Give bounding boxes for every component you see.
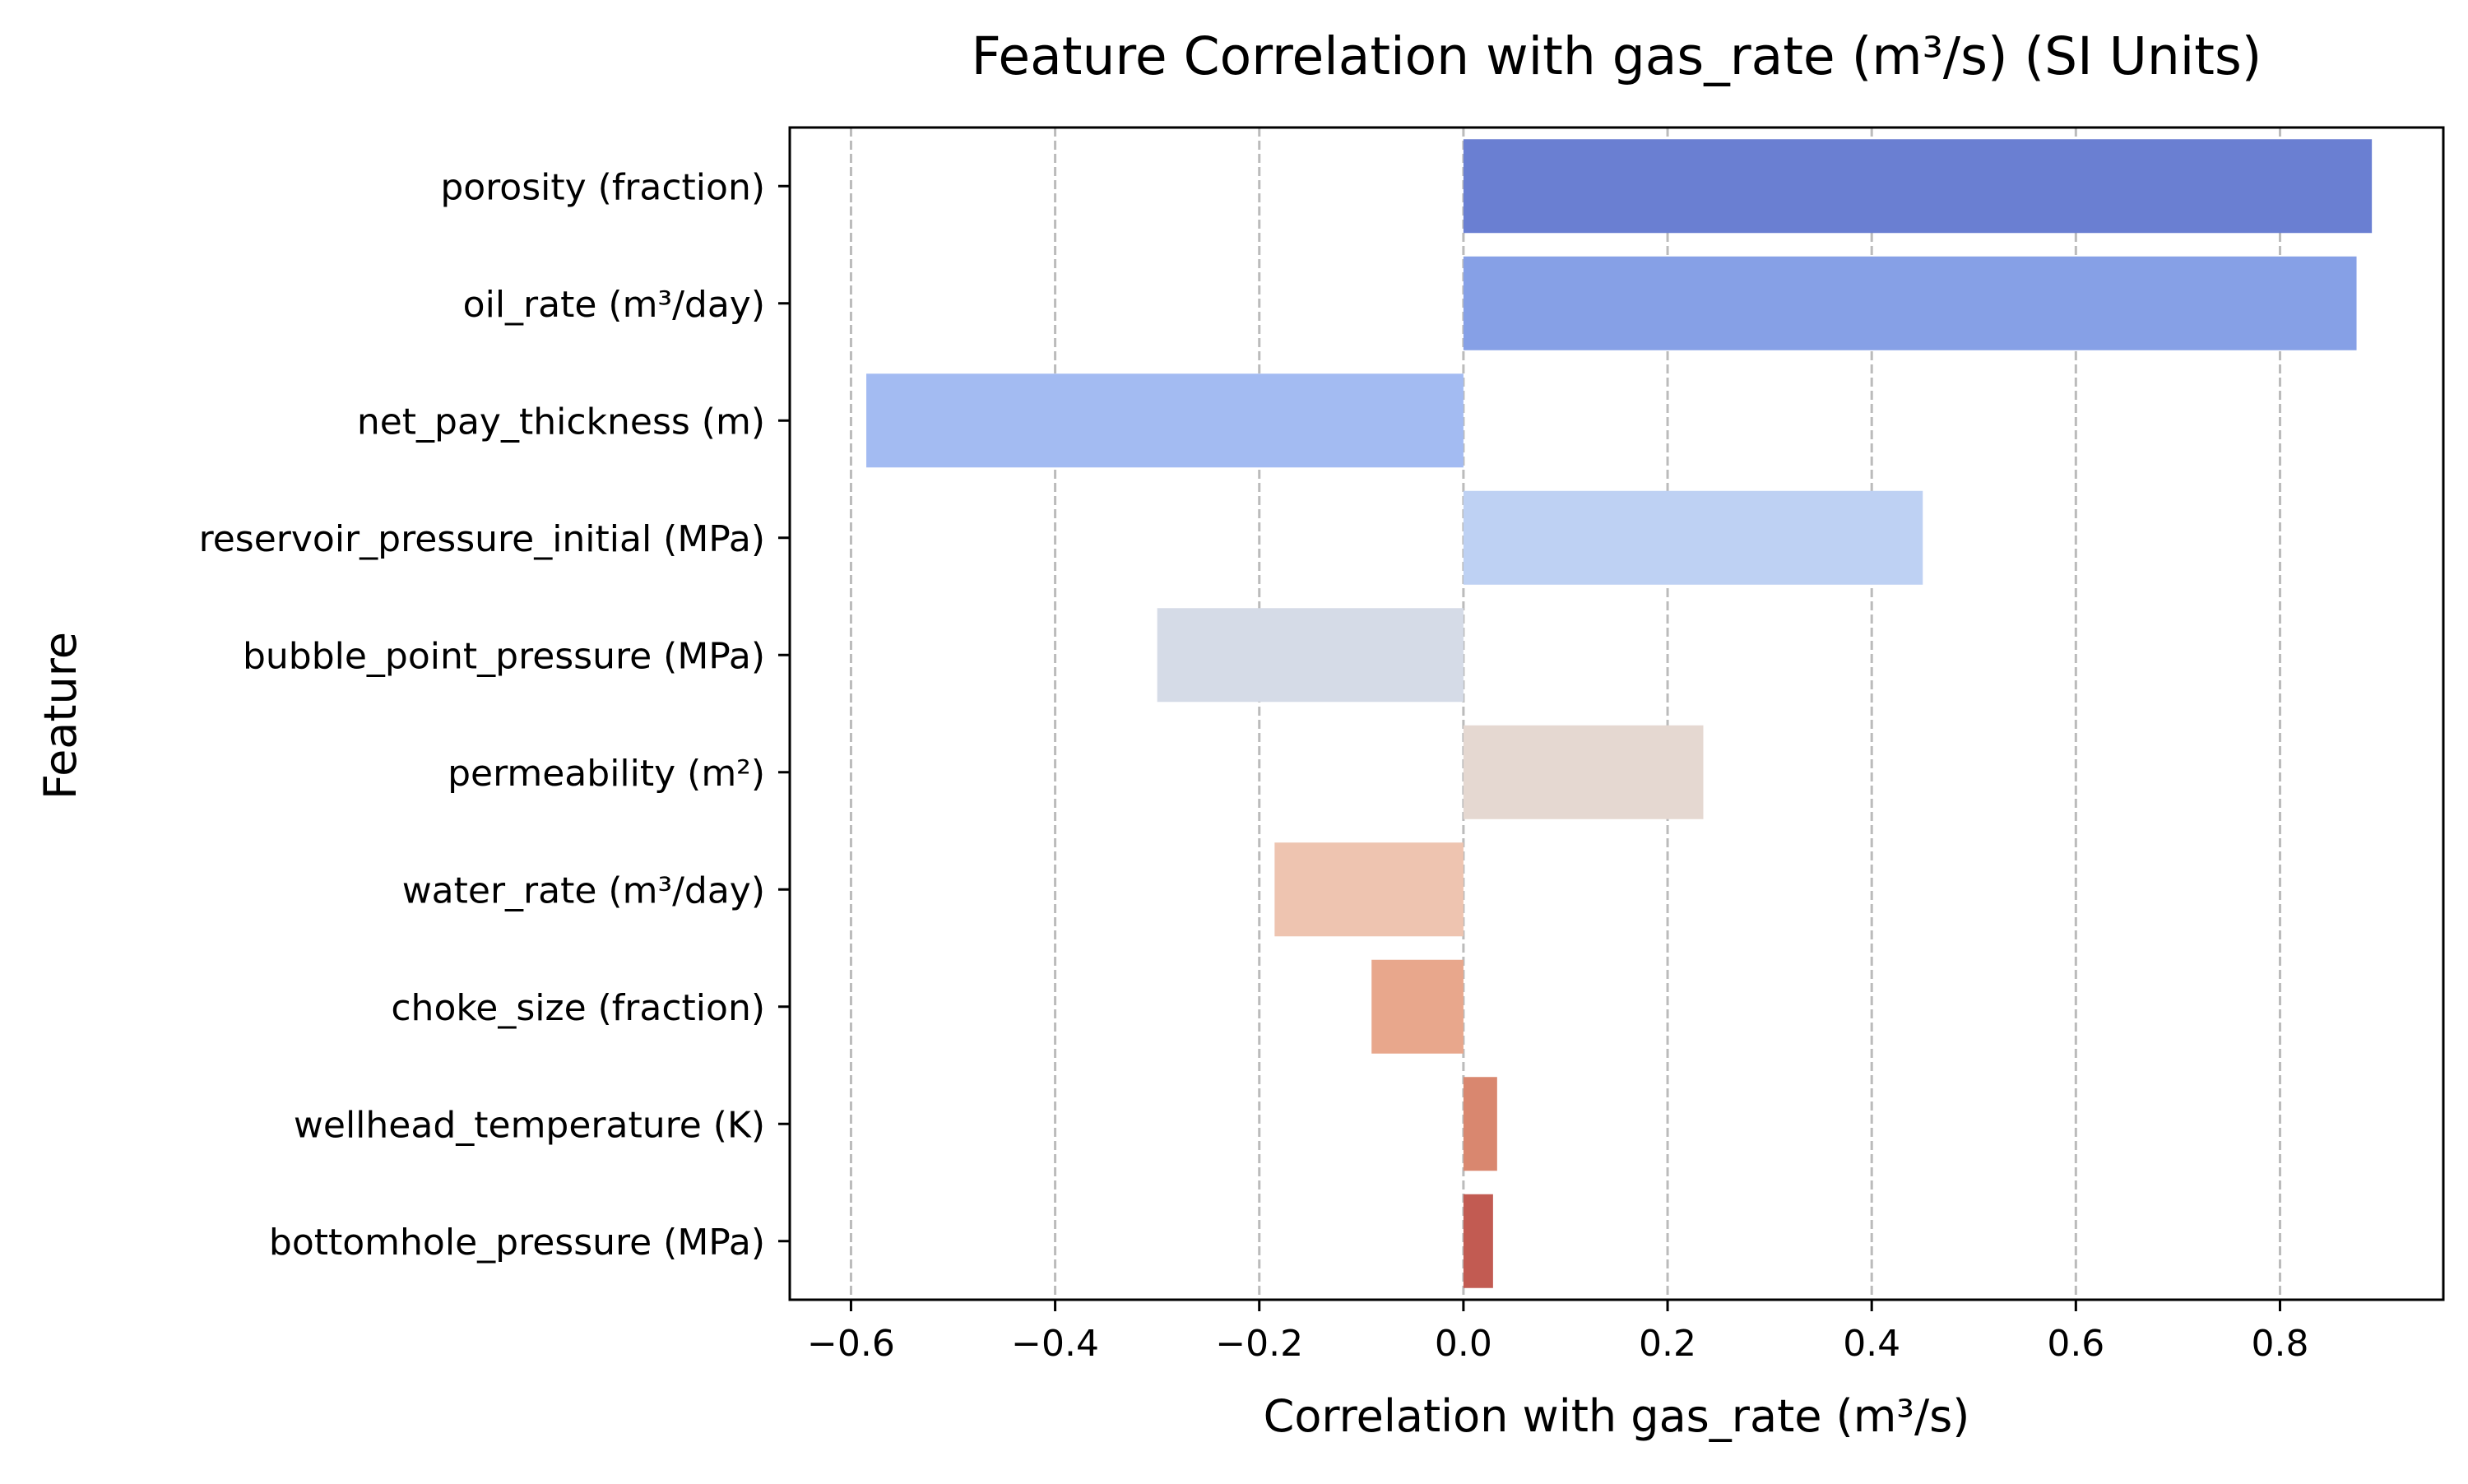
y-tick-label: wellhead_temperature (K): [294, 1104, 765, 1146]
bar: [1463, 1194, 1493, 1288]
y-tick-label: water_rate (m³/day): [402, 870, 765, 911]
bar: [1463, 1077, 1497, 1171]
x-axis-ticks: −0.6 −0.4 −0.2 0.0 0.2 0.4 0.6 0.8: [807, 1300, 2308, 1365]
x-tick-label: 0.4: [1843, 1323, 1900, 1365]
y-axis-ticks: porosity (fraction) oil_rate (m³/day) net_…: [199, 166, 790, 1264]
y-tick-label: permeability (m²): [448, 753, 765, 795]
x-axis-label: Correlation with gas_rate (m³/s): [1264, 1390, 1970, 1442]
x-tick-label: 0.2: [1639, 1323, 1696, 1365]
bar: [1463, 139, 2373, 234]
y-tick-label: bottomhole_pressure (MPa): [269, 1222, 765, 1264]
x-tick-label: 0.6: [2047, 1323, 2104, 1365]
bar: [1274, 842, 1464, 937]
y-axis-label: Feature: [35, 632, 86, 800]
chart-title: Feature Correlation with gas_rate (m³/s)…: [972, 26, 2262, 86]
x-tick-label: −0.4: [1011, 1323, 1099, 1365]
x-tick-label: 0.8: [2251, 1323, 2308, 1365]
bars: [866, 139, 2373, 1288]
y-tick-label: oil_rate (m³/day): [463, 284, 765, 326]
y-tick-label: porosity (fraction): [440, 166, 765, 208]
bar: [866, 373, 1464, 468]
plot-frame: [788, 126, 2445, 1301]
bar: [1463, 256, 2357, 350]
x-tick-label: −0.2: [1215, 1323, 1303, 1365]
y-tick-label: reservoir_pressure_initial (MPa): [199, 518, 765, 560]
y-tick-label: bubble_point_pressure (MPa): [243, 635, 765, 677]
x-tick-label: 0.0: [1435, 1323, 1492, 1365]
bar: [1463, 490, 1923, 585]
bar: [1371, 959, 1464, 1054]
bar: [1463, 725, 1704, 819]
x-tick-label: −0.6: [807, 1323, 895, 1365]
bar: [1157, 608, 1464, 703]
y-tick-label: choke_size (fraction): [391, 987, 765, 1029]
y-tick-label: net_pay_thickness (m): [357, 401, 765, 443]
